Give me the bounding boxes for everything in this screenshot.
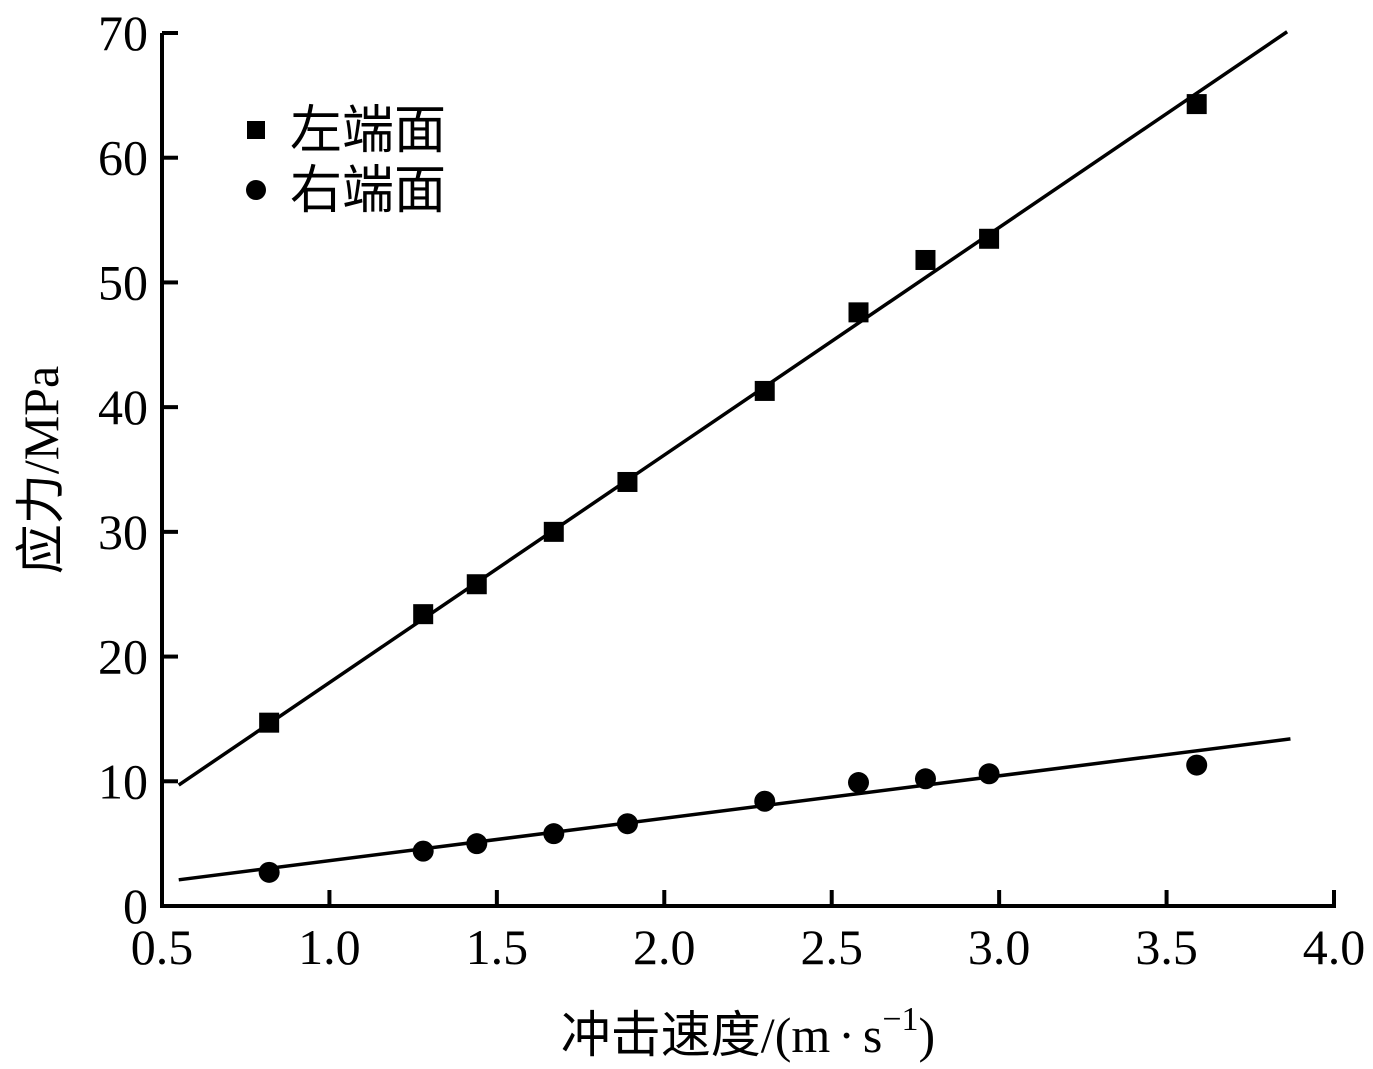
- square-marker: [754, 380, 775, 401]
- fit-line: [177, 30, 1289, 787]
- square-marker: [848, 302, 869, 323]
- circle-marker: [978, 763, 1000, 785]
- y-tick-label: 0: [123, 878, 148, 934]
- x-axis-title-dot: ·: [838, 1007, 855, 1063]
- legend-label: 右端面: [290, 163, 446, 220]
- legend-item: 左端面: [247, 103, 446, 160]
- y-tick-label: 50: [98, 254, 148, 310]
- square-marker: [1186, 94, 1207, 115]
- circle-marker: [616, 813, 638, 835]
- y-tick-label: 60: [98, 130, 148, 186]
- legend-label: 左端面: [290, 103, 446, 160]
- fit-line: [178, 737, 1291, 882]
- circle-marker: [1186, 754, 1208, 776]
- x-tick-label: 3.0: [968, 919, 1031, 975]
- series-right-face: [178, 737, 1291, 883]
- y-tick-label: 20: [98, 629, 148, 685]
- x-tick-label: 3.5: [1135, 919, 1198, 975]
- x-axis-title-main: 冲击速度/(m: [561, 1007, 831, 1063]
- square-marker: [915, 249, 936, 270]
- legend-item: 右端面: [246, 163, 446, 220]
- legend-square-icon: [247, 121, 265, 139]
- axes: 0 10 20 30 40 50 60 70 0.5 1.0 1.5 2.0 2.5 3.0 3.5 4.0: [98, 5, 1365, 975]
- y-axis-title: 应力/MPa: [13, 366, 69, 574]
- y-tick-label: 70: [98, 5, 148, 61]
- y-tick-label: 30: [98, 504, 148, 560]
- x-tick-label: 1.5: [466, 919, 529, 975]
- legend-circle-icon: [246, 180, 266, 200]
- square-marker: [979, 228, 1000, 249]
- x-tick-label: 1.0: [298, 919, 361, 975]
- y-tick-label: 40: [98, 379, 148, 435]
- square-marker: [543, 521, 564, 542]
- series-left-face: [177, 30, 1289, 787]
- circle-marker: [754, 790, 776, 812]
- square-marker: [413, 604, 434, 625]
- x-tick-label: 0.5: [131, 919, 194, 975]
- circle-marker: [412, 840, 434, 862]
- square-marker: [259, 712, 280, 733]
- plot-area: [177, 30, 1291, 883]
- y-tick-label: 10: [98, 753, 148, 809]
- circle-marker: [466, 833, 488, 855]
- axis-titles: 应力/MPa 冲击速度/(m · s−1): [13, 366, 935, 1063]
- circle-marker: [914, 768, 936, 790]
- circle-marker: [848, 772, 870, 794]
- x-axis-title-close: ): [919, 1007, 936, 1063]
- x-tick-label: 2.0: [633, 919, 696, 975]
- x-axis-title-superscript: −1: [882, 1001, 918, 1038]
- x-axis-title: 冲击速度/(m · s−1): [561, 1001, 935, 1063]
- x-tick-label: 4.0: [1303, 919, 1366, 975]
- x-axis-title-s: s: [863, 1007, 882, 1063]
- circle-marker: [543, 823, 565, 845]
- square-marker: [617, 471, 638, 492]
- circle-marker: [258, 861, 280, 883]
- x-tick-label: 2.5: [800, 919, 863, 975]
- square-marker: [466, 574, 487, 595]
